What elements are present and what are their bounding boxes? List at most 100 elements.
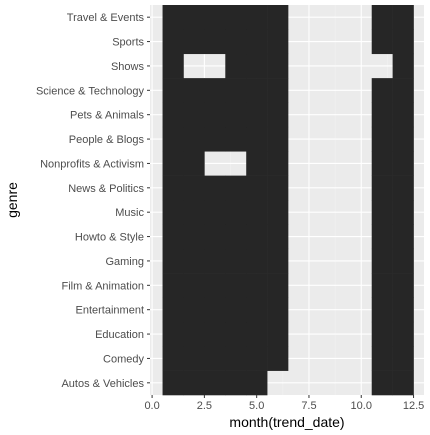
- y-tick-label: Gaming: [105, 256, 144, 268]
- y-tick-label: Science & Technology: [36, 85, 145, 97]
- y-tick-label: Nonprofits & Activism: [40, 158, 144, 170]
- heatmap-tile: [225, 370, 247, 396]
- heatmap-tile: [246, 29, 268, 55]
- heatmap-tile: [267, 5, 289, 30]
- y-tick-label: Sports: [112, 37, 144, 49]
- heatmap-tile: [371, 370, 393, 396]
- heatmap-tile: [225, 248, 247, 274]
- heatmap-tile: [246, 53, 268, 79]
- heatmap-tile: [183, 78, 205, 103]
- heatmap-tile: [392, 126, 414, 152]
- heatmap-tile: [204, 224, 226, 250]
- heatmap-tile: [204, 248, 226, 274]
- heatmap-tile: [204, 175, 226, 201]
- heatmap-tile: [246, 273, 268, 298]
- heatmap-tile: [204, 297, 226, 323]
- heatmap-tile: [246, 224, 268, 250]
- heatmap-tile: [371, 321, 393, 347]
- heatmap-tile: [183, 126, 205, 152]
- heatmap-tile: [162, 297, 184, 323]
- heatmap-tile: [204, 5, 226, 30]
- heatmap-tile: [162, 224, 184, 250]
- heatmap-tile: [267, 321, 289, 347]
- heatmap-tile: [267, 224, 289, 250]
- heatmap-tile: [204, 346, 226, 371]
- heatmap-tile: [371, 248, 393, 274]
- y-tick-label: Film & Animation: [61, 280, 144, 292]
- heatmap-tile: [204, 200, 226, 225]
- heatmap-tile: [204, 102, 226, 128]
- y-tick-label: Shows: [111, 61, 145, 73]
- heatmap-tile: [392, 53, 414, 79]
- heatmap-tile: [371, 224, 393, 250]
- heatmap-tile: [162, 29, 184, 55]
- heatmap-tile: [392, 224, 414, 250]
- x-tick-label: 2.5: [197, 400, 212, 412]
- heatmap-tile: [267, 273, 289, 298]
- heatmap-tile: [392, 346, 414, 371]
- x-tick-label: 5.0: [249, 400, 264, 412]
- heatmap-tile: [267, 53, 289, 79]
- heatmap-tile: [392, 273, 414, 298]
- heatmap-tile: [371, 29, 393, 55]
- heatmap-tile: [267, 151, 289, 176]
- heatmap-tile: [371, 175, 393, 201]
- heatmap-tile: [162, 151, 184, 176]
- y-tick-label: Comedy: [103, 353, 144, 365]
- heatmap-tile: [183, 370, 205, 396]
- heatmap-tile: [267, 102, 289, 128]
- heatmap-tile: [371, 78, 393, 103]
- heatmap-tile: [246, 151, 268, 176]
- heatmap-tile: [225, 126, 247, 152]
- heatmap-tile: [204, 370, 226, 396]
- heatmap-tile: [225, 297, 247, 323]
- heatmap-tile: [183, 248, 205, 274]
- heatmap-tile: [162, 248, 184, 274]
- heatmap-tile: [246, 248, 268, 274]
- heatmap-tile: [267, 126, 289, 152]
- heatmap-tile: [204, 126, 226, 152]
- heatmap-tile: [392, 5, 414, 30]
- y-tick-label: Entertainment: [76, 305, 144, 317]
- heatmap-tile: [183, 200, 205, 225]
- heatmap-tile: [371, 273, 393, 298]
- x-tick-label: 10.0: [351, 400, 372, 412]
- heatmap-tile: [183, 321, 205, 347]
- y-tick-label: Education: [95, 329, 144, 341]
- heatmap-tile: [162, 200, 184, 225]
- heatmap-tile: [183, 297, 205, 323]
- heatmap-tile: [162, 53, 184, 79]
- heatmap-tile: [162, 273, 184, 298]
- y-axis-title: genre: [4, 182, 20, 218]
- heatmap-tile: [225, 224, 247, 250]
- heatmap-tile: [246, 370, 268, 396]
- heatmap-tile: [204, 78, 226, 103]
- heatmap-tile: [162, 126, 184, 152]
- heatmap-tile: [183, 273, 205, 298]
- heatmap-tile: [162, 321, 184, 347]
- heatmap-tile: [371, 102, 393, 128]
- heatmap-tile: [204, 273, 226, 298]
- heatmap-tile: [183, 175, 205, 201]
- heatmap-tile: [225, 273, 247, 298]
- heatmap-tile: [392, 200, 414, 225]
- heatmap-tile: [392, 248, 414, 274]
- heatmap-tile: [392, 175, 414, 201]
- heatmap-tile: [162, 370, 184, 396]
- heatmap-tile: [246, 175, 268, 201]
- heatmap-tile: [246, 126, 268, 152]
- y-tick-label: Autos & Vehicles: [61, 378, 144, 390]
- heatmap-tile: [162, 346, 184, 371]
- heatmap-tile: [392, 102, 414, 128]
- heatmap-tile: [267, 346, 289, 371]
- heatmap-tile: [225, 53, 247, 79]
- heatmap-tile: [183, 224, 205, 250]
- heatmap-tile: [392, 297, 414, 323]
- heatmap-tile: [162, 5, 184, 30]
- heatmap-tile: [392, 321, 414, 347]
- heatmap-tile: [371, 346, 393, 371]
- heatmap-tile: [183, 151, 205, 176]
- heatmap-tile: [246, 102, 268, 128]
- heatmap-tile: [392, 151, 414, 176]
